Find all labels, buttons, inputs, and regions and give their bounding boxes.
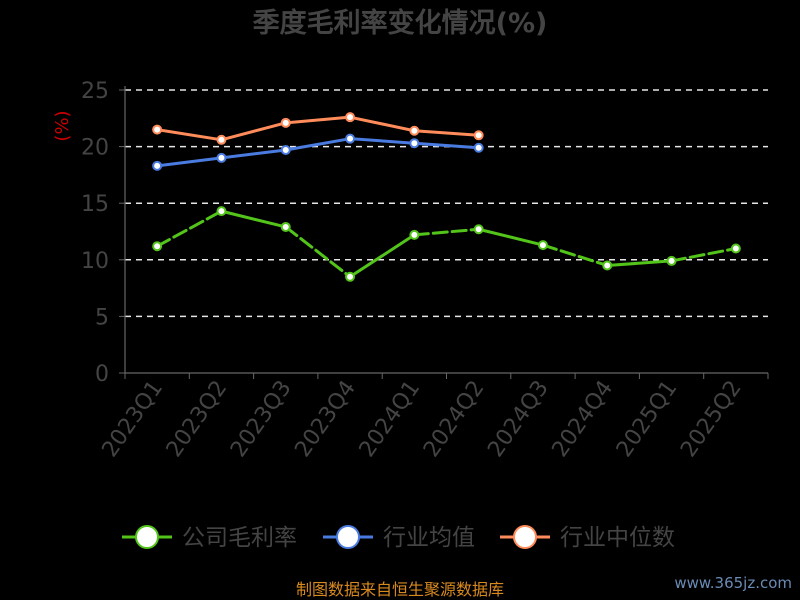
axes	[124, 86, 768, 374]
data-point[interactable]	[216, 134, 227, 145]
data-point[interactable]	[473, 142, 484, 153]
watermark[interactable]: www.365jz.com	[674, 574, 792, 592]
series-line-segment	[670, 246, 738, 263]
data-point[interactable]	[730, 243, 741, 254]
y-tick-label: 20	[81, 136, 109, 161]
series-line-segment	[219, 148, 288, 160]
y-tick-label: 10	[81, 249, 109, 274]
x-tick-label: 2024Q4	[548, 376, 619, 462]
series-line-segment	[412, 129, 481, 137]
y-tick-label: 0	[95, 362, 109, 387]
data-point[interactable]	[537, 240, 548, 251]
data-point[interactable]	[666, 255, 677, 266]
series-2	[152, 112, 484, 145]
legend-marker	[336, 525, 360, 549]
x-tick-label: 2023Q4	[290, 376, 361, 462]
series-line-segment	[284, 225, 352, 279]
data-point[interactable]	[345, 133, 356, 144]
legend-label: 行业均值	[383, 525, 475, 551]
data-point[interactable]	[473, 224, 484, 235]
legend-item-2[interactable]: 行业中位数	[500, 525, 675, 551]
data-point[interactable]	[473, 130, 484, 141]
data-point[interactable]	[152, 241, 163, 252]
legend-label: 公司毛利率	[182, 525, 297, 551]
data-point[interactable]	[345, 271, 356, 282]
y-tick-label: 25	[81, 79, 109, 104]
data-point[interactable]	[280, 144, 291, 155]
data-point[interactable]	[280, 221, 291, 232]
data-point[interactable]	[216, 206, 227, 217]
series-line-segment	[219, 209, 288, 229]
series-line-segment	[219, 121, 288, 142]
y-tick-label: 5	[95, 305, 109, 330]
series-line-segment	[284, 115, 352, 125]
legend-item-0[interactable]: 公司毛利率	[122, 525, 297, 551]
series-1	[152, 133, 484, 171]
data-point[interactable]	[602, 260, 613, 271]
series-line-segment	[284, 137, 352, 152]
x-tick-label: 2024Q1	[355, 376, 426, 462]
y-ticks: 0 5 10 15 20 25	[81, 79, 125, 387]
x-tick-label: 2024Q3	[483, 376, 554, 462]
chart-title: 季度毛利率变化情况(%)	[253, 7, 548, 39]
series-group	[152, 112, 741, 282]
y-axis-label: (%)	[52, 110, 73, 141]
series-0	[152, 206, 741, 282]
x-tick-label: 2023Q2	[162, 376, 233, 462]
series-line-segment	[155, 209, 223, 248]
x-tick-label: 2023Q3	[226, 376, 297, 462]
series-line-segment	[348, 115, 416, 133]
series-line-segment	[155, 156, 223, 168]
data-point[interactable]	[216, 152, 227, 163]
x-tick-label: 2024Q2	[419, 376, 490, 462]
legend-item-1[interactable]: 行业均值	[323, 525, 475, 551]
data-point[interactable]	[152, 124, 163, 135]
series-line-segment	[348, 233, 416, 279]
series-line-segment	[541, 243, 609, 267]
series-line-segment	[605, 259, 674, 267]
data-point[interactable]	[409, 125, 420, 136]
legend-marker	[135, 525, 159, 549]
series-line-segment	[412, 141, 481, 150]
y-tick-label: 15	[81, 192, 109, 217]
x-tick-label: 2025Q2	[676, 376, 747, 462]
legend[interactable]: 公司毛利率 行业均值 行业中位数	[122, 525, 675, 551]
x-ticks: 2023Q12023Q22023Q32023Q42024Q12024Q22024…	[98, 373, 769, 462]
legend-label: 行业中位数	[560, 525, 675, 551]
data-point[interactable]	[409, 229, 420, 240]
legend-marker	[513, 525, 537, 549]
source-footer: 制图数据来自恒生聚源数据库	[295, 580, 504, 599]
data-point[interactable]	[280, 117, 291, 128]
x-tick-label: 2025Q1	[612, 376, 683, 462]
x-tick-label: 2023Q1	[98, 376, 169, 462]
series-line-segment	[348, 137, 416, 145]
series-line-segment	[155, 128, 223, 142]
data-point[interactable]	[152, 160, 163, 171]
series-line-segment	[477, 227, 545, 247]
series-line-segment	[412, 227, 481, 237]
data-point[interactable]	[409, 138, 420, 149]
grid	[125, 89, 768, 318]
data-point[interactable]	[345, 112, 356, 123]
